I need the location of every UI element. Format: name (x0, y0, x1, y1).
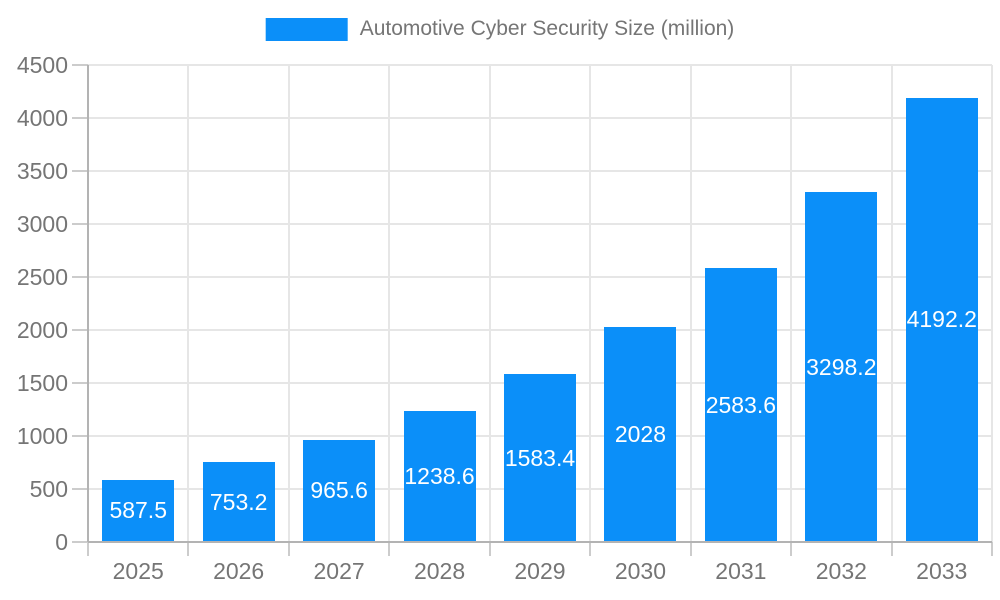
y-axis-tick-label: 0 (55, 529, 68, 555)
y-axis-tick (72, 488, 88, 490)
bar[interactable] (403, 410, 476, 542)
gridline-horizontal (88, 329, 992, 331)
x-axis-tick (689, 542, 692, 556)
y-axis-tick (72, 276, 88, 278)
bar[interactable] (604, 327, 677, 542)
x-axis-tick-label: 2031 (715, 558, 767, 584)
x-axis-tick (187, 542, 190, 556)
y-axis-tick (72, 329, 88, 331)
gridline-vertical (790, 65, 793, 542)
gridline-vertical (689, 65, 692, 542)
gridline-horizontal (88, 223, 992, 225)
bar[interactable] (905, 97, 978, 542)
x-axis-tick-label: 2032 (815, 558, 867, 584)
x-axis-tick-label: 2028 (413, 558, 466, 584)
x-axis-tick (87, 542, 89, 556)
y-axis-tick (72, 223, 88, 225)
y-axis-line (87, 65, 89, 542)
y-axis-tick (72, 382, 88, 384)
gridline-vertical (287, 65, 290, 542)
bar[interactable] (704, 268, 777, 542)
x-axis-tick (488, 542, 491, 556)
legend-swatch (265, 17, 348, 41)
gridline-horizontal (88, 117, 992, 119)
x-axis-tick (890, 542, 893, 556)
gridline-horizontal (88, 64, 992, 66)
gridline-horizontal (88, 276, 992, 278)
gridline-vertical (890, 65, 893, 542)
bar[interactable] (303, 439, 376, 542)
x-axis-tick-label: 2026 (213, 558, 265, 584)
legend-label: Automotive Cyber Security Size (million) (359, 17, 735, 40)
x-axis-tick-label: 2030 (614, 558, 667, 584)
y-axis-tick (72, 435, 88, 437)
y-axis-tick-label: 4500 (16, 52, 68, 78)
x-axis-tick-label: 2029 (514, 558, 566, 584)
y-axis-tick (72, 117, 88, 119)
x-axis-tick (589, 542, 592, 556)
bar[interactable] (504, 374, 576, 542)
bar[interactable] (102, 479, 175, 542)
y-axis-tick-label: 4000 (16, 105, 68, 131)
x-axis-tick-label: 2033 (916, 558, 968, 584)
bar[interactable] (805, 192, 878, 542)
gridline-vertical (488, 65, 491, 542)
y-axis-tick-label: 2500 (16, 264, 68, 290)
gridline-vertical (187, 65, 190, 542)
bar[interactable] (202, 462, 275, 542)
gridline-vertical (388, 65, 391, 542)
y-axis-tick-label: 3500 (16, 158, 68, 184)
x-axis-tick (991, 542, 993, 556)
x-axis-tick (388, 542, 391, 556)
x-axis-tick (287, 542, 290, 556)
y-axis-tick-label: 3000 (16, 211, 68, 237)
y-axis-tick (72, 170, 88, 172)
y-axis-tick (72, 64, 88, 66)
legend-item[interactable]: Automotive Cyber Security Size (million) (265, 17, 735, 41)
x-axis-line (88, 541, 992, 543)
y-axis-tick-label: 1000 (16, 423, 68, 449)
gridline-horizontal (88, 170, 992, 172)
y-axis-tick-label: 1500 (16, 370, 68, 396)
x-axis-tick-label: 2025 (112, 558, 164, 584)
y-axis-tick-label: 2000 (16, 317, 68, 343)
y-axis-tick-label: 500 (29, 476, 68, 502)
x-axis-tick-label: 2027 (313, 558, 365, 584)
gridline-vertical (589, 65, 592, 542)
gridline-vertical (991, 65, 993, 542)
y-axis-tick (72, 541, 88, 543)
x-axis-tick (790, 542, 793, 556)
